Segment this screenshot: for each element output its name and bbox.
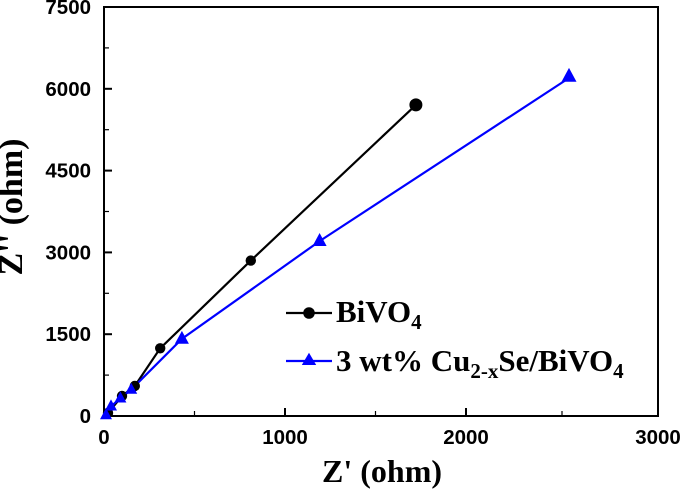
- svg-text:Z'' (ohm): Z'' (ohm): [0, 139, 30, 276]
- svg-text:0: 0: [98, 426, 109, 449]
- svg-text:0: 0: [80, 405, 91, 428]
- svg-text:1000: 1000: [262, 426, 308, 449]
- svg-text:1500: 1500: [45, 323, 91, 346]
- svg-text:Z' (ohm): Z' (ohm): [322, 453, 442, 489]
- svg-text:3 wt% Cu2-xSe/BiVO4: 3 wt% Cu2-xSe/BiVO4: [336, 343, 624, 383]
- svg-text:3000: 3000: [45, 241, 91, 264]
- svg-text:4500: 4500: [45, 160, 91, 183]
- svg-text:6000: 6000: [45, 78, 91, 101]
- svg-text:7500: 7500: [45, 0, 91, 19]
- svg-text:BiVO4: BiVO4: [336, 294, 422, 334]
- svg-text:3000: 3000: [635, 426, 681, 449]
- svg-text:2000: 2000: [443, 426, 489, 449]
